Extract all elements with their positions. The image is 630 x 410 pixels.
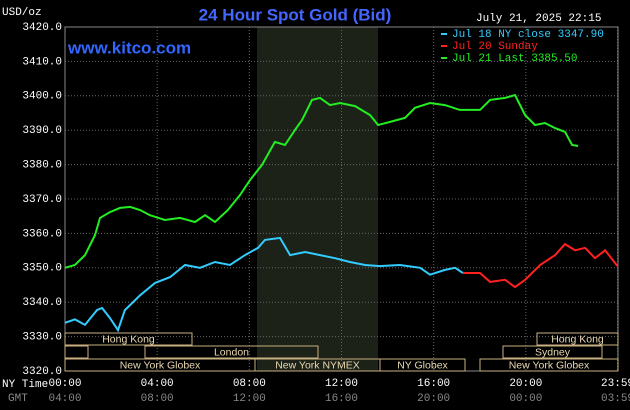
site-url: www.kitco.com — [67, 38, 191, 57]
y-axis-label: USD/oz — [2, 7, 42, 19]
chart-title: 24 Hour Spot Gold (Bid) — [199, 5, 392, 24]
y-tick-label: 3390.0 — [22, 125, 62, 137]
session-label: New York Globex — [509, 359, 590, 371]
session-box — [502, 345, 603, 359]
y-tick-label: 3370.0 — [22, 194, 62, 206]
x-tick-label: 23:59 — [601, 378, 630, 390]
y-tick-label: 3410.0 — [22, 56, 62, 68]
x-tick-label: 08:00 — [233, 378, 266, 390]
x-tick-label: 12:00 — [325, 378, 358, 390]
x2-tick-label: 00:00 — [509, 393, 542, 405]
session-label: Hong Kong — [102, 333, 155, 345]
price-line — [462, 242, 619, 289]
legend-label: Jul 20 Sunday — [452, 41, 538, 53]
y-tick-label: 3420.0 — [22, 22, 62, 34]
session-label: Hong Kong — [551, 333, 604, 345]
x-tick-label: 04:00 — [141, 378, 174, 390]
legend-label: Jul 18 NY close 3347.90 — [452, 29, 604, 41]
x2-tick-label: 08:00 — [141, 393, 174, 405]
session-box — [64, 345, 89, 359]
x-tick-label: 20:00 — [509, 378, 542, 390]
session-box — [64, 332, 193, 346]
y-tick-label: 3320.0 — [22, 366, 62, 378]
x2-tick-label: 03:59 — [601, 393, 630, 405]
session-label: London — [214, 346, 249, 358]
y-tick-label: 3360.0 — [22, 228, 62, 240]
x2-tick-label: 12:00 — [233, 393, 266, 405]
session-box — [144, 345, 319, 359]
legend-label: Jul 21 Last 3385.50 — [452, 53, 577, 65]
y-tick-label: 3350.0 — [22, 263, 62, 275]
y-tick-label: 3380.0 — [22, 160, 62, 172]
x-axis-label: NY Time — [2, 379, 48, 391]
y-tick-label: 3330.0 — [22, 332, 62, 344]
session-label: New York NYMEX — [275, 359, 360, 371]
x-tick-label: 00:00 — [48, 378, 81, 390]
x2-axis-label: GMT — [8, 393, 28, 405]
x2-tick-label: 04:00 — [48, 393, 81, 405]
price-line — [64, 236, 464, 333]
price-line — [64, 93, 579, 269]
x2-tick-label: 16:00 — [325, 393, 358, 405]
y-tick-label: 3400.0 — [22, 91, 62, 103]
session-box — [479, 358, 619, 372]
session-label: Sydney — [535, 346, 571, 358]
y-tick-label: 3340.0 — [22, 297, 62, 309]
session-label: NY Globex — [397, 359, 448, 371]
x2-tick-label: 20:00 — [417, 393, 450, 405]
session-box — [536, 332, 619, 346]
timestamp: July 21, 2025 22:15 — [476, 13, 601, 25]
session-label: New York Globex — [120, 359, 201, 371]
session-box — [379, 358, 466, 372]
x-tick-label: 16:00 — [417, 378, 450, 390]
